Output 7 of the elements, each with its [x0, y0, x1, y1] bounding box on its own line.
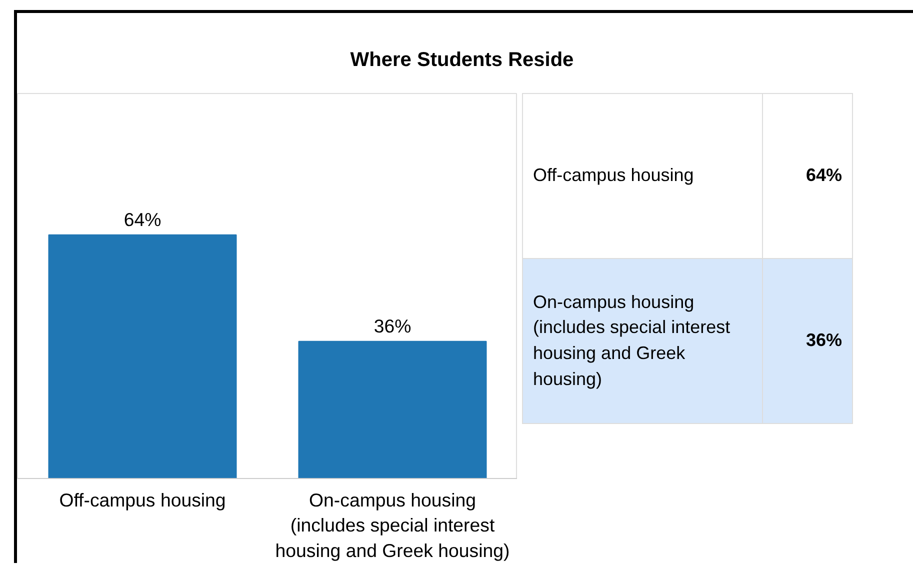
text: 64% [806, 165, 842, 186]
chart-title: Where Students Reside [350, 48, 574, 73]
text: 36% [806, 330, 842, 350]
data-label: 64% [124, 208, 162, 230]
category-label: Off-campus housing [533, 165, 694, 186]
category-label: On-campus housing (includes special interest housing and Greek housing) [533, 292, 730, 389]
data-label: 36% [374, 315, 412, 336]
